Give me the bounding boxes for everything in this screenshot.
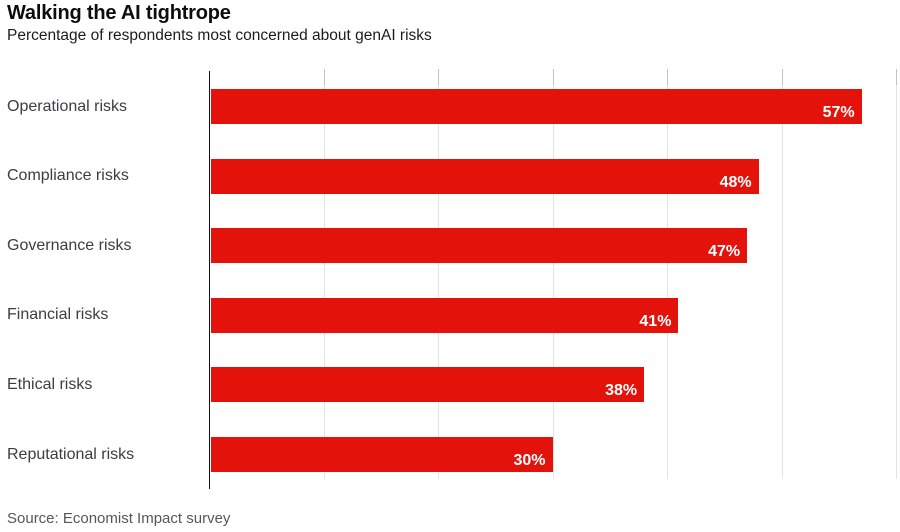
chart-title: Walking the AI tightrope	[7, 2, 231, 24]
chart-subtitle: Percentage of respondents most concerned…	[7, 27, 432, 44]
category-label: Governance risks	[7, 236, 132, 254]
axis-tick	[781, 69, 783, 85]
bar: 48%	[210, 158, 759, 194]
gridline	[552, 72, 554, 479]
y-axis-line	[208, 71, 210, 489]
bar-value-label: 48%	[719, 173, 752, 191]
bar-value-label: 47%	[708, 243, 741, 261]
axis-tick	[552, 69, 554, 85]
axis-tick	[438, 69, 439, 85]
axis-tick	[896, 69, 897, 85]
bar-value-label: 30%	[513, 452, 546, 469]
bar-value-label: 38%	[605, 382, 638, 400]
gridline	[896, 72, 897, 479]
category-label: Reputational risks	[7, 445, 135, 463]
bar: 47%	[210, 228, 748, 264]
gridline	[323, 72, 325, 479]
bar-value-label: 41%	[639, 312, 672, 330]
axis-tick	[323, 69, 325, 85]
source-note: Source: Economist Impact survey	[7, 510, 231, 527]
category-label: Compliance risks	[7, 167, 129, 185]
gridline	[438, 72, 439, 479]
category-label: Financial risks	[7, 306, 109, 324]
gridline	[667, 72, 668, 479]
bar-value-label: 57%	[822, 104, 855, 121]
axis-tick	[667, 69, 668, 85]
category-label: Ethical risks	[7, 375, 93, 393]
bar: 30%	[210, 437, 553, 472]
gridline	[781, 72, 783, 479]
category-label: Operational risks	[7, 97, 128, 115]
bar: 38%	[210, 367, 645, 403]
bar: 57%	[210, 89, 862, 124]
bar: 41%	[210, 297, 679, 333]
